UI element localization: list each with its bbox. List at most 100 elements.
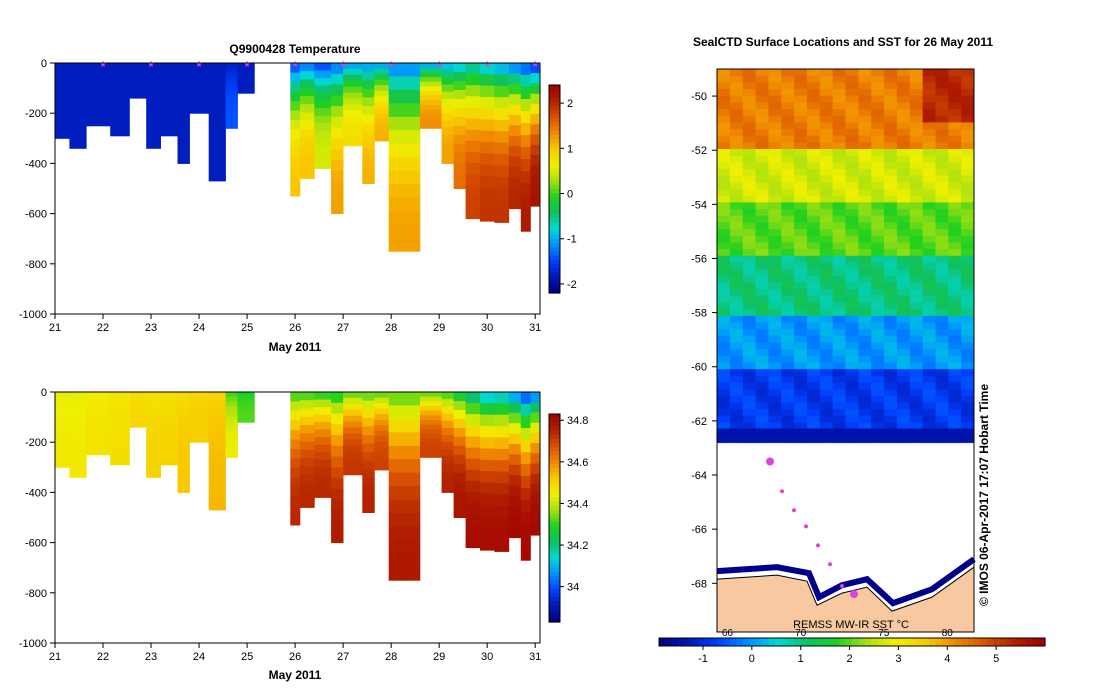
colorbar-swatch xyxy=(549,164,560,169)
colorbar-swatch xyxy=(549,455,560,461)
sst-cell xyxy=(871,175,885,183)
profile-cell xyxy=(362,166,375,176)
sst-cell xyxy=(845,122,859,130)
profile-cell xyxy=(299,474,315,484)
sst-cell xyxy=(909,89,924,97)
sst-cell xyxy=(858,375,872,383)
sst-colorbar-swatch xyxy=(813,638,821,646)
profile-cell xyxy=(110,115,130,121)
profile-cell xyxy=(362,443,375,453)
sst-cell xyxy=(871,149,885,157)
profile-cell xyxy=(55,95,70,102)
profile-cell xyxy=(374,124,390,131)
profile-cell xyxy=(69,392,87,399)
sst-cell xyxy=(922,289,936,297)
sst-cell xyxy=(845,282,859,290)
profile-cell xyxy=(494,414,510,427)
sst-cell xyxy=(858,89,872,97)
profile-cell xyxy=(388,237,406,252)
sst-cell xyxy=(755,89,769,97)
sst-cell xyxy=(729,369,744,377)
track-point xyxy=(840,584,844,588)
colorbar-swatch xyxy=(549,588,560,594)
profile-cell xyxy=(343,80,363,88)
lat-tick-label: -64 xyxy=(691,470,707,482)
profile-cell xyxy=(441,91,454,100)
sst-colorbar-swatch xyxy=(858,638,866,646)
colorbar-swatch xyxy=(549,126,560,132)
profile-cell xyxy=(374,68,390,75)
profile-cell xyxy=(465,458,481,471)
profile-cell xyxy=(343,74,363,82)
profile-cell xyxy=(343,392,363,399)
sst-cell xyxy=(768,335,782,343)
profile-cell xyxy=(110,428,130,435)
profile-cell xyxy=(508,496,522,507)
profile-cell xyxy=(480,527,495,540)
sst-cell xyxy=(807,415,821,423)
profile-cell xyxy=(343,457,363,464)
sst-cell xyxy=(884,162,898,170)
sst-cell xyxy=(961,422,975,430)
profile-cell xyxy=(110,120,130,126)
profile-cell xyxy=(189,109,210,114)
sst-cell xyxy=(948,375,962,383)
sst-cell xyxy=(922,69,936,77)
profile-cell xyxy=(530,473,540,485)
profile-cell xyxy=(110,89,130,95)
sst-cell xyxy=(832,375,846,383)
profile-cell xyxy=(530,144,540,156)
sst-cell xyxy=(922,202,936,210)
profile-cell xyxy=(388,526,406,541)
sst-cell xyxy=(742,115,756,123)
sst-cell xyxy=(871,395,885,403)
profile-cell xyxy=(290,63,301,73)
profile-cell xyxy=(86,427,111,433)
sst-cell xyxy=(935,162,949,170)
sst-cell xyxy=(961,355,975,363)
profile-cell xyxy=(520,63,531,76)
profile-cell xyxy=(146,130,161,137)
sst-cell xyxy=(935,315,949,323)
profile-cell xyxy=(314,115,332,124)
sst-cell xyxy=(871,122,885,130)
sst-cell xyxy=(896,249,911,257)
sst-colorbar-swatch xyxy=(800,638,808,646)
sst-cell xyxy=(884,242,898,250)
profile-cell xyxy=(110,63,130,69)
profile-cell xyxy=(343,463,363,470)
profile-cell xyxy=(441,77,454,85)
profile-cell xyxy=(86,67,111,73)
profile-cell xyxy=(146,99,161,107)
sst-cell xyxy=(909,422,924,430)
profile-cell xyxy=(453,499,466,510)
sst-cell xyxy=(896,322,911,330)
profile-cell xyxy=(388,103,406,118)
profile-cell xyxy=(530,504,540,516)
sst-cell xyxy=(755,82,769,90)
sst-cell xyxy=(896,195,911,203)
sst-cell xyxy=(922,169,936,177)
sst-cell xyxy=(729,309,744,317)
sst-colorbar-tick-label: 3 xyxy=(895,653,901,665)
sst-colorbar-swatch xyxy=(749,638,757,646)
sst-cell xyxy=(742,315,756,323)
profile-cell xyxy=(55,456,70,463)
sst-cell xyxy=(935,389,949,397)
profile-marker: ★ xyxy=(387,59,395,69)
sst-cell xyxy=(858,389,872,397)
colorbar-swatch xyxy=(549,480,560,486)
profile-cell xyxy=(299,79,315,89)
profile-cell xyxy=(453,445,466,456)
profile-cell xyxy=(530,392,540,403)
profile-cell xyxy=(453,409,466,420)
sst-cell xyxy=(832,95,846,103)
sst-cell xyxy=(794,335,808,343)
profile-cell xyxy=(405,526,421,541)
profile-cell xyxy=(494,211,510,223)
sst-colorbar-swatch xyxy=(909,638,917,646)
sst-cell xyxy=(742,422,756,430)
profile-cell xyxy=(290,449,301,459)
profile-cell xyxy=(160,407,178,414)
profile-cell xyxy=(55,106,70,112)
